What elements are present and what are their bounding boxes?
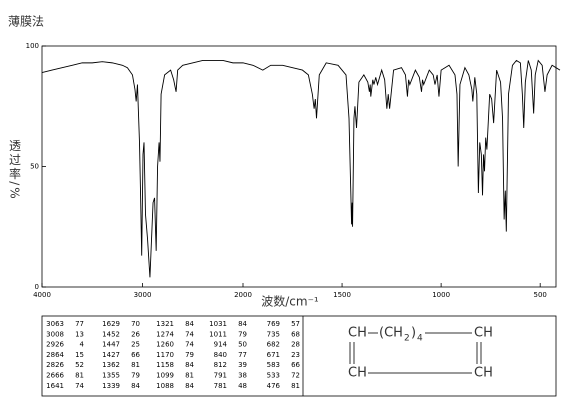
peak-wavenumber: 1088 bbox=[156, 382, 174, 390]
y-axis-label: 透过率/% bbox=[8, 139, 22, 201]
y-tick-label: 0 bbox=[35, 283, 39, 291]
structure-label: CH bbox=[348, 366, 367, 381]
y-tick-label: 50 bbox=[30, 163, 39, 171]
peak-wavenumber: 769 bbox=[267, 320, 280, 328]
x-tick-label: 3000 bbox=[134, 291, 152, 299]
peak-wavenumber: 735 bbox=[267, 330, 280, 338]
peak-transmittance: 74 bbox=[185, 330, 194, 338]
peak-wavenumber: 1011 bbox=[209, 330, 227, 338]
x-tick-label: 1500 bbox=[333, 291, 351, 299]
peak-transmittance: 77 bbox=[238, 351, 247, 359]
peak-transmittance: 48 bbox=[238, 382, 247, 390]
structure-label: ) bbox=[411, 326, 416, 341]
x-tick-label: 1000 bbox=[432, 291, 450, 299]
peak-wavenumber: 1099 bbox=[156, 372, 174, 380]
spectrum-line bbox=[41, 59, 561, 278]
peak-transmittance: 25 bbox=[131, 341, 140, 349]
peak-transmittance: 74 bbox=[185, 341, 194, 349]
peak-transmittance: 38 bbox=[238, 372, 247, 380]
structure: CH (CH 2 ) 4 CH CH CH bbox=[348, 326, 493, 381]
structure-label: CH bbox=[474, 326, 493, 341]
peak-wavenumber: 1170 bbox=[156, 351, 174, 359]
peak-transmittance: 68 bbox=[291, 330, 300, 338]
peak-transmittance: 50 bbox=[238, 341, 247, 349]
x-tick-label: 4000 bbox=[33, 291, 51, 299]
peak-wavenumber: 914 bbox=[214, 341, 228, 349]
peak-wavenumber: 1452 bbox=[102, 330, 120, 338]
peak-transmittance: 72 bbox=[291, 372, 300, 380]
peak-transmittance: 13 bbox=[75, 330, 84, 338]
peak-wavenumber: 476 bbox=[267, 382, 281, 390]
peak-transmittance: 66 bbox=[131, 351, 140, 359]
structure-label: 2 bbox=[404, 334, 410, 344]
peak-wavenumber: 2666 bbox=[46, 372, 64, 380]
peak-transmittance: 81 bbox=[185, 372, 194, 380]
peak-transmittance: 23 bbox=[291, 351, 300, 359]
structure-label: CH bbox=[474, 366, 493, 381]
peak-wavenumber: 2826 bbox=[46, 361, 64, 369]
peak-transmittance: 81 bbox=[291, 382, 300, 390]
peak-transmittance: 79 bbox=[185, 351, 194, 359]
peak-transmittance: 70 bbox=[131, 320, 140, 328]
x-tick-label: 2000 bbox=[234, 291, 252, 299]
y-tick-label: 100 bbox=[26, 42, 39, 50]
peak-wavenumber: 1427 bbox=[102, 351, 120, 359]
peak-wavenumber: 1641 bbox=[46, 382, 64, 390]
peak-transmittance: 4 bbox=[80, 341, 85, 349]
peak-wavenumber: 1629 bbox=[102, 320, 120, 328]
peak-transmittance: 79 bbox=[131, 372, 140, 380]
peak-wavenumber: 671 bbox=[267, 351, 280, 359]
peak-wavenumber: 2926 bbox=[46, 341, 64, 349]
peak-transmittance: 77 bbox=[75, 320, 84, 328]
peak-transmittance: 84 bbox=[185, 320, 194, 328]
peak-transmittance: 39 bbox=[238, 361, 247, 369]
peak-wavenumber: 791 bbox=[214, 372, 227, 380]
peak-transmittance: 84 bbox=[185, 361, 194, 369]
peak-wavenumber: 2864 bbox=[46, 351, 64, 359]
peak-wavenumber: 781 bbox=[214, 382, 227, 390]
peak-wavenumber: 583 bbox=[267, 361, 280, 369]
peak-transmittance: 15 bbox=[75, 351, 84, 359]
structure-label: (CH bbox=[379, 326, 403, 341]
peak-wavenumber: 1362 bbox=[102, 361, 120, 369]
x-axis-label: 波数/cm⁻¹ bbox=[261, 294, 319, 309]
peak-wavenumber: 812 bbox=[214, 361, 227, 369]
peak-wavenumber: 1260 bbox=[156, 341, 174, 349]
peak-wavenumber: 3063 bbox=[46, 320, 64, 328]
structure-label: 4 bbox=[417, 334, 423, 344]
chart-title: 薄膜法 bbox=[8, 14, 44, 29]
peak-wavenumber: 1355 bbox=[102, 372, 120, 380]
peak-transmittance: 79 bbox=[238, 330, 247, 338]
structure-label: CH bbox=[348, 326, 367, 341]
peak-wavenumber: 1339 bbox=[102, 382, 120, 390]
peak-transmittance: 84 bbox=[185, 382, 194, 390]
peak-wavenumber: 3008 bbox=[46, 330, 64, 338]
peak-transmittance: 84 bbox=[131, 382, 140, 390]
peak-wavenumber: 533 bbox=[267, 372, 280, 380]
peak-transmittance: 84 bbox=[238, 320, 247, 328]
peak-wavenumber: 682 bbox=[267, 341, 280, 349]
peak-wavenumber: 1321 bbox=[156, 320, 174, 328]
peak-wavenumber: 1447 bbox=[102, 341, 120, 349]
peak-wavenumber: 1031 bbox=[209, 320, 227, 328]
peak-transmittance: 74 bbox=[75, 382, 84, 390]
peak-wavenumber: 840 bbox=[214, 351, 227, 359]
peak-wavenumber: 1274 bbox=[156, 330, 174, 338]
peak-transmittance: 57 bbox=[291, 320, 300, 328]
peak-transmittance: 52 bbox=[75, 361, 84, 369]
table-frame bbox=[41, 315, 557, 397]
x-tick-label: 500 bbox=[534, 291, 547, 299]
peak-transmittance: 26 bbox=[131, 330, 140, 338]
peak-transmittance: 81 bbox=[75, 372, 84, 380]
peak-transmittance: 28 bbox=[291, 341, 300, 349]
peak-transmittance: 81 bbox=[131, 361, 140, 369]
peak-transmittance: 66 bbox=[291, 361, 300, 369]
peak-wavenumber: 1158 bbox=[156, 361, 174, 369]
